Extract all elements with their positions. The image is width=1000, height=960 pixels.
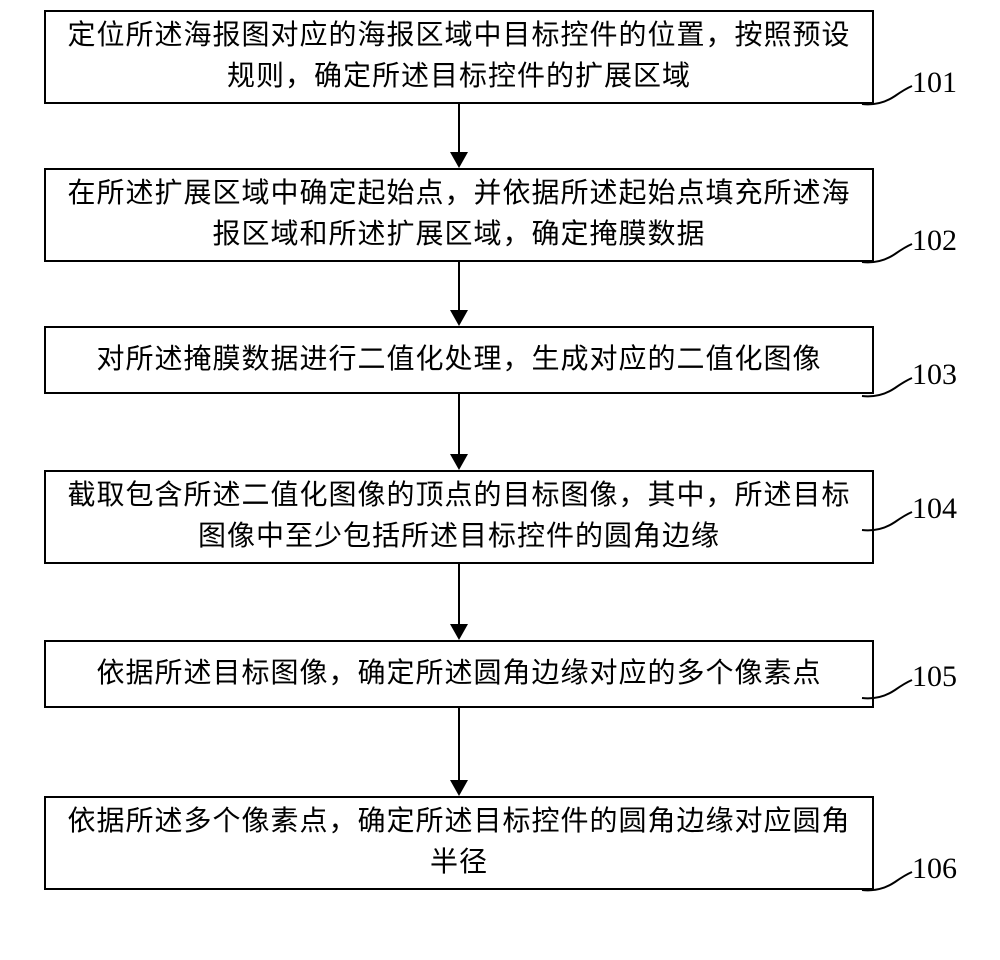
flow-step-text: 依据所述目标图像，确定所述圆角边缘对应的多个像素点 xyxy=(96,654,821,695)
flowchart-container: 定位所述海报图对应的海报区域中目标控件的位置，按照预设规则，确定所述目标控件的扩… xyxy=(0,0,1000,960)
flow-step-text: 在所述扩展区域中确定起始点，并依据所述起始点填充所述海报区域和所述扩展区域，确定… xyxy=(66,174,852,255)
arrow-line xyxy=(458,708,460,780)
arrow-line xyxy=(458,262,460,310)
arrow-head-icon xyxy=(450,310,468,326)
arrow-head-icon xyxy=(450,624,468,640)
flow-step-text: 截取包含所述二值化图像的顶点的目标图像，其中，所述目标图像中至少包括所述目标控件… xyxy=(66,476,852,557)
flow-step-step1: 定位所述海报图对应的海报区域中目标控件的位置，按照预设规则，确定所述目标控件的扩… xyxy=(44,10,874,104)
arrow-head-icon xyxy=(450,454,468,470)
arrow-line xyxy=(458,564,460,624)
flow-step-text: 对所述掩膜数据进行二值化处理，生成对应的二值化图像 xyxy=(96,340,821,381)
connector-101 xyxy=(860,84,920,114)
connector-103 xyxy=(860,376,920,406)
arrow-head-icon xyxy=(450,152,468,168)
arrow-line xyxy=(458,104,460,152)
flow-step-step2: 在所述扩展区域中确定起始点，并依据所述起始点填充所述海报区域和所述扩展区域，确定… xyxy=(44,168,874,262)
connector-102 xyxy=(860,242,920,272)
flow-step-text: 依据所述多个像素点，确定所述目标控件的圆角边缘对应圆角半径 xyxy=(66,802,852,883)
connector-104 xyxy=(860,510,920,540)
flow-step-text: 定位所述海报图对应的海报区域中目标控件的位置，按照预设规则，确定所述目标控件的扩… xyxy=(66,16,852,97)
arrow-line xyxy=(458,394,460,454)
connector-106 xyxy=(860,870,920,900)
flow-step-step3: 对所述掩膜数据进行二值化处理，生成对应的二值化图像 xyxy=(44,326,874,394)
flow-step-step4: 截取包含所述二值化图像的顶点的目标图像，其中，所述目标图像中至少包括所述目标控件… xyxy=(44,470,874,564)
flow-step-step5: 依据所述目标图像，确定所述圆角边缘对应的多个像素点 xyxy=(44,640,874,708)
connector-105 xyxy=(860,678,920,708)
arrow-head-icon xyxy=(450,780,468,796)
flow-step-step6: 依据所述多个像素点，确定所述目标控件的圆角边缘对应圆角半径 xyxy=(44,796,874,890)
